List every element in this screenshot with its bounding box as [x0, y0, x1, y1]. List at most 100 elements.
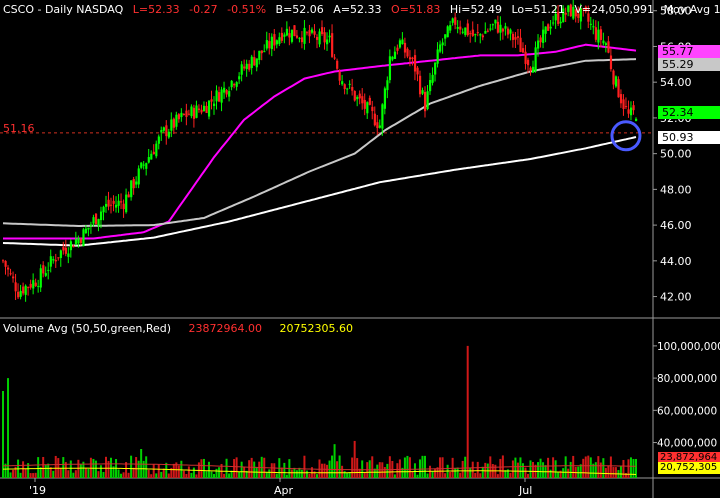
volume-bar [444, 473, 447, 478]
candle-body [290, 29, 294, 42]
candle-body [283, 34, 286, 37]
candle-body [248, 63, 251, 70]
volume-bar [125, 462, 128, 478]
candle-body [17, 291, 20, 298]
candle-body [177, 114, 181, 120]
volume-bar [308, 473, 311, 478]
candle-body [182, 113, 186, 115]
candle-body [110, 204, 113, 206]
volume-bar [511, 460, 514, 478]
candle-body [160, 130, 163, 133]
volume-tick-label: 100,000,000 [657, 341, 720, 353]
candle-body [2, 260, 5, 262]
candle-body [195, 105, 198, 118]
volume-bar [182, 470, 185, 478]
low-price: Lo=51.21 [511, 3, 565, 16]
volume-bar [529, 460, 532, 478]
candle-body [235, 82, 238, 87]
volume-bar [597, 456, 600, 478]
volume-bar [371, 456, 374, 478]
volume-bar [396, 463, 399, 478]
candle-body [579, 8, 582, 22]
volume-bar [562, 468, 565, 478]
candle-body [323, 32, 326, 43]
candle-body [104, 203, 108, 207]
volume-bar [599, 462, 602, 478]
volume-bar [474, 472, 477, 478]
candle-body [479, 34, 482, 36]
candle-body [635, 118, 638, 121]
volume-bar [275, 473, 278, 478]
candle-body [240, 64, 243, 75]
volume-bar [47, 463, 50, 478]
volume-bar [122, 472, 125, 478]
candle-body [514, 37, 517, 40]
candle-body [14, 282, 17, 292]
candle-body [298, 37, 301, 39]
candle-body [413, 55, 417, 72]
candle-body [140, 162, 143, 168]
moving-average-line [3, 43, 637, 240]
volume-bar [373, 468, 376, 478]
candle-body [506, 28, 510, 35]
candle-body [155, 143, 158, 157]
candle-body [225, 90, 228, 95]
volume-bar [240, 461, 243, 478]
volume-bar [321, 463, 324, 478]
volume-bar [167, 473, 170, 478]
volume-bar [255, 467, 258, 478]
volume-tick-label: 60,000,000 [657, 405, 717, 417]
candle-body [607, 41, 610, 53]
volume-bar [99, 465, 102, 478]
candle-body [577, 13, 580, 18]
candle-body [549, 26, 552, 29]
volume-bar [295, 470, 298, 478]
volume-bar [137, 460, 140, 478]
volume-value: V=24,050,991 [574, 3, 655, 16]
volume-bar [127, 472, 130, 478]
volume-bar [331, 455, 334, 478]
volume-bar [516, 462, 519, 478]
candle-body [469, 33, 472, 35]
volume-bar [152, 464, 155, 478]
candle-body [597, 29, 600, 43]
candle-body [300, 37, 304, 43]
volume-bar [303, 455, 306, 478]
candle-body [534, 47, 537, 71]
volume-bar [592, 463, 595, 478]
volume-bar [210, 471, 213, 478]
candle-body [341, 81, 344, 85]
volume-bar [29, 473, 32, 478]
volume-bar [456, 467, 459, 478]
candle-body [406, 48, 409, 57]
candle-body [599, 29, 603, 40]
volume-bar [172, 463, 175, 478]
volume-bar [411, 471, 414, 478]
candle-body [57, 257, 60, 259]
candle-body [624, 106, 628, 108]
volume-bar [398, 459, 401, 478]
candle-body [34, 282, 37, 287]
candle-body [627, 109, 630, 114]
volume-bar [622, 459, 625, 478]
candle-body [346, 88, 349, 90]
candle-body [24, 285, 27, 295]
price-tick-label: 42.00 [660, 291, 692, 304]
volume-bar [248, 460, 251, 478]
volume-bar [559, 470, 562, 478]
candle-body [97, 218, 100, 226]
candle-body [358, 93, 361, 99]
volume-bar [34, 472, 37, 478]
candle-body [263, 51, 266, 53]
candle-body [559, 21, 562, 24]
candle-body [142, 164, 145, 166]
pct-change: -0.51% [227, 3, 267, 16]
candle-body [476, 32, 479, 34]
volume-bar [2, 391, 4, 478]
candle-body [489, 28, 492, 30]
candle-body [562, 8, 565, 23]
candle-body [446, 26, 449, 38]
volume-bar [408, 457, 411, 478]
candle-body [218, 92, 221, 102]
